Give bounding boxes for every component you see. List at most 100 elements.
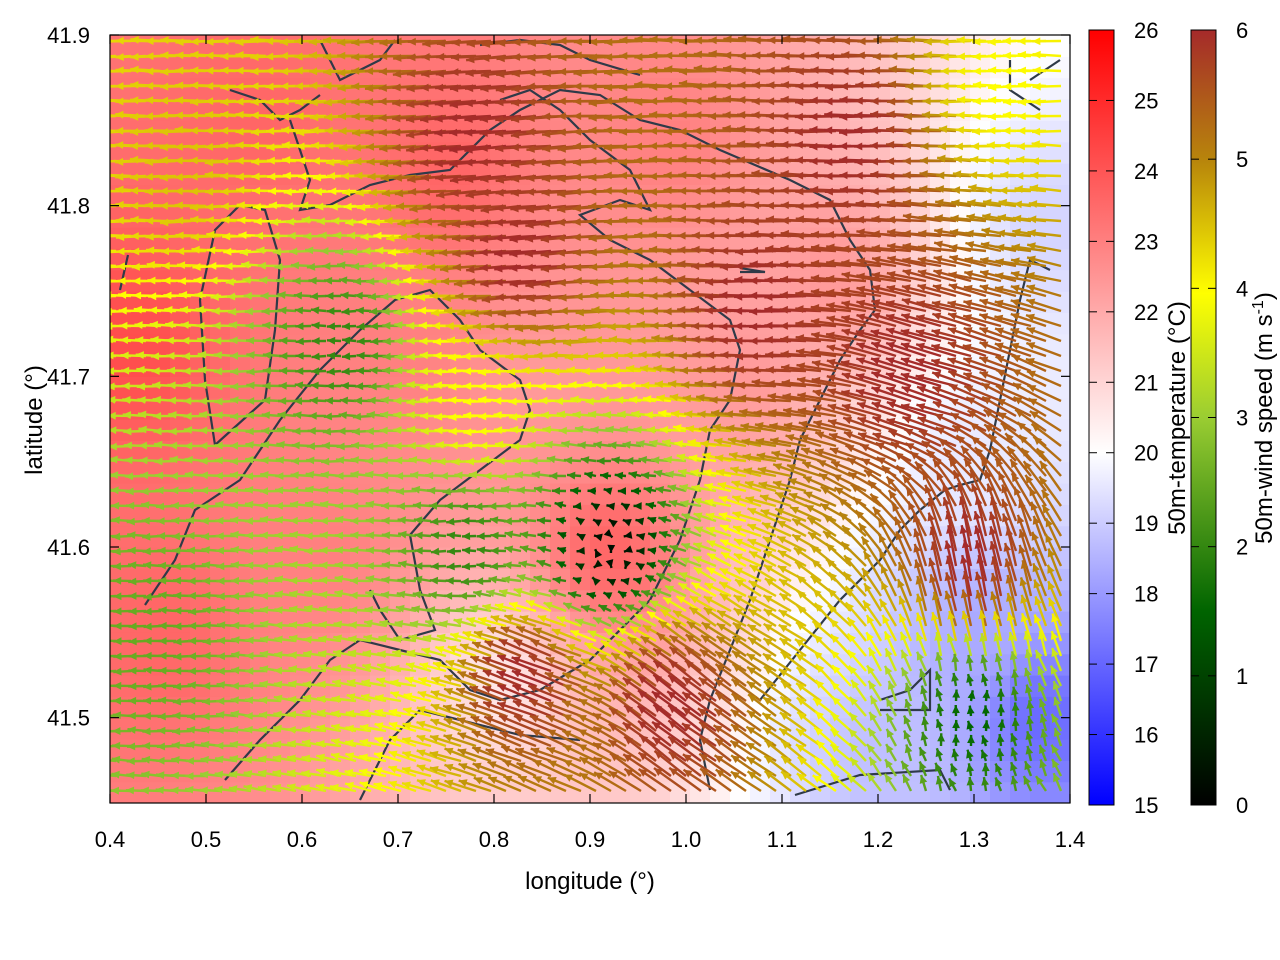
- heatmap-cell: [690, 312, 711, 335]
- heatmap-cell: [970, 632, 991, 655]
- heatmap-cell: [1050, 77, 1070, 100]
- heatmap-cell: [630, 333, 651, 356]
- heatmap-cell: [230, 56, 251, 79]
- heatmap-cell: [610, 568, 631, 591]
- heatmap-cell: [150, 739, 171, 761]
- heatmap-cell: [570, 547, 591, 569]
- heatmap-cell: [810, 56, 831, 79]
- heatmap-cell: [750, 355, 771, 377]
- heatmap-cell: [150, 781, 171, 803]
- heatmap-cell: [530, 461, 551, 484]
- heatmap-cell: [190, 184, 211, 207]
- heatmap-cell: [530, 781, 551, 803]
- heatmap-cell: [1050, 56, 1070, 79]
- heatmap-cell: [390, 483, 411, 505]
- heatmap-cell: [710, 77, 731, 100]
- heatmap-cell: [110, 312, 131, 335]
- heatmap-cell: [170, 312, 191, 335]
- heatmap-cell: [630, 376, 651, 399]
- heatmap-cell: [290, 56, 311, 79]
- heatmap-cell: [410, 184, 431, 207]
- heatmap-cell: [270, 184, 291, 207]
- heatmap-cell: [990, 760, 1011, 783]
- heatmap-cell: [110, 77, 131, 100]
- heatmap-cell: [750, 376, 771, 399]
- heatmap-cell: [430, 397, 451, 420]
- heatmap-cell: [390, 461, 411, 484]
- heatmap-cell: [130, 227, 151, 249]
- heatmap-cell: [710, 312, 731, 335]
- heatmap-cell: [1050, 781, 1070, 803]
- heatmap-cell: [770, 781, 791, 803]
- heatmap-cell: [570, 461, 591, 484]
- heatmap-cell: [130, 35, 151, 57]
- heatmap-cell: [610, 205, 631, 228]
- heatmap-cell: [310, 77, 331, 100]
- heatmap-cell: [210, 760, 231, 783]
- heatmap-cell: [870, 77, 891, 100]
- heatmap-cell: [970, 781, 991, 803]
- heatmap-cell: [250, 483, 271, 505]
- heatmap-cell: [250, 781, 271, 803]
- heatmap-cell: [490, 291, 511, 313]
- heatmap-cell: [230, 568, 251, 591]
- heatmap-cell: [350, 184, 371, 207]
- heatmap-cell: [490, 461, 511, 484]
- heatmap-cell: [270, 376, 291, 399]
- heatmap-cell: [1050, 227, 1070, 249]
- heatmap-cell: [110, 35, 131, 57]
- heatmap-cell: [230, 525, 251, 548]
- heatmap-cell: [210, 461, 231, 484]
- heatmap-cell: [330, 163, 351, 185]
- heatmap-cell: [170, 504, 191, 527]
- heatmap-cell: [270, 312, 291, 335]
- heatmap-cell: [170, 781, 191, 803]
- heatmap-cell: [110, 163, 131, 185]
- heatmap-cell: [130, 248, 151, 271]
- heatmap-cell: [450, 483, 471, 505]
- heatmap-cell: [510, 184, 531, 207]
- heatmap-cell: [290, 568, 311, 591]
- heatmap-cell: [810, 205, 831, 228]
- heatmap-cell: [510, 333, 531, 356]
- heatmap-cell: [730, 77, 751, 100]
- heatmap-cell: [670, 184, 691, 207]
- heatmap-cell: [150, 632, 171, 655]
- heatmap-cell: [610, 781, 631, 803]
- heatmap-cell: [1050, 205, 1070, 228]
- heatmap-cell: [290, 632, 311, 655]
- heatmap-cell: [210, 781, 231, 803]
- heatmap-cell: [290, 504, 311, 527]
- heatmap-cell: [490, 333, 511, 356]
- heatmap-cell: [330, 376, 351, 399]
- heatmap-cell: [870, 205, 891, 228]
- heatmap-cell: [110, 760, 131, 783]
- heatmap-cell: [470, 483, 491, 505]
- heatmap-cell: [150, 397, 171, 420]
- heatmap-cell: [510, 504, 531, 527]
- heatmap-cell: [310, 632, 331, 655]
- heatmap-cell: [230, 483, 251, 505]
- heatmap-cell: [510, 376, 531, 399]
- heatmap-cell: [110, 611, 131, 633]
- heatmap-cell: [150, 312, 171, 335]
- heatmap-cell: [470, 547, 491, 569]
- heatmap-cell: [310, 56, 331, 79]
- heatmap-cell: [270, 461, 291, 484]
- heatmap-cell: [430, 312, 451, 335]
- heatmap-cell: [370, 333, 391, 356]
- heatmap-cell: [1030, 781, 1051, 803]
- heatmap-cell: [610, 355, 631, 377]
- heatmap-cell: [250, 163, 271, 185]
- heatmap-cell: [150, 77, 171, 100]
- heatmap-cell: [170, 547, 191, 569]
- heatmap-cell: [530, 483, 551, 505]
- heatmap-cell: [130, 717, 151, 740]
- heatmap-cell: [310, 461, 331, 484]
- heatmap-cell: [430, 35, 451, 57]
- heatmap-cell: [510, 568, 531, 591]
- heatmap-cell: [970, 653, 991, 676]
- heatmap-cell: [150, 717, 171, 740]
- heatmap-cell: [450, 333, 471, 356]
- heatmap-cell: [350, 77, 371, 100]
